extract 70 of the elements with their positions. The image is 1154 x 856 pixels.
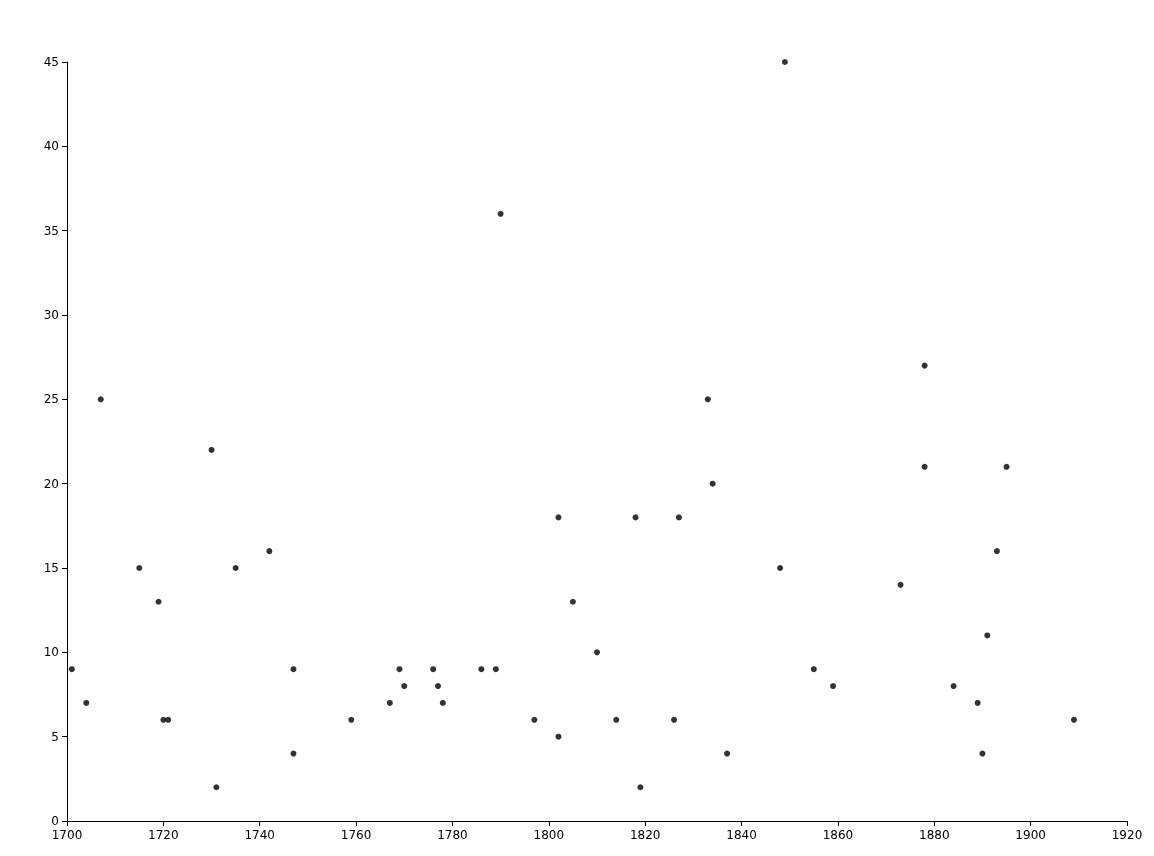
point	[208, 446, 215, 453]
point	[136, 565, 143, 571]
x-tick-label: 1720	[148, 828, 179, 842]
point	[613, 716, 620, 723]
x-tick-label: 1920	[1111, 828, 1143, 842]
point	[435, 683, 441, 690]
point	[213, 784, 220, 791]
point	[671, 716, 678, 723]
x-tick-label: 1860	[822, 828, 854, 842]
y-tick-label: 30	[43, 308, 59, 322]
point	[569, 598, 576, 605]
x-tick-label: 1700	[51, 828, 83, 842]
point	[979, 750, 986, 757]
point	[531, 716, 538, 723]
x-tick-label: 1800	[533, 828, 565, 842]
y-tick-label: 5	[51, 729, 59, 744]
point	[290, 750, 297, 757]
point	[830, 683, 837, 690]
point	[921, 362, 928, 369]
y-tick-label: 35	[43, 223, 59, 238]
x-tick-label: 1840	[726, 828, 757, 842]
point	[68, 666, 75, 673]
point	[921, 463, 928, 470]
point	[993, 548, 1000, 555]
x-tick-label: 1760	[340, 828, 372, 842]
point	[810, 666, 817, 673]
point	[396, 666, 403, 673]
point	[348, 716, 355, 723]
point	[83, 699, 90, 706]
y-tick-label: 20	[43, 476, 59, 491]
point	[632, 514, 639, 521]
point	[555, 733, 562, 740]
point	[709, 480, 716, 487]
y-tick-label: 25	[43, 392, 59, 407]
x-tick-label: 1880	[919, 828, 950, 842]
point	[974, 699, 981, 706]
point	[497, 210, 504, 217]
point	[637, 784, 644, 791]
point	[386, 699, 393, 706]
y-tick-label: 0	[51, 814, 59, 828]
point	[439, 699, 446, 706]
point	[675, 514, 682, 521]
point	[1071, 716, 1077, 723]
point	[266, 548, 273, 555]
x-tick-label: 1900	[1015, 828, 1046, 842]
point	[777, 565, 784, 571]
point	[950, 683, 957, 690]
point	[897, 581, 904, 588]
point	[401, 683, 408, 690]
point	[492, 666, 499, 673]
point	[165, 716, 172, 723]
y-tick-label: 40	[43, 139, 59, 154]
y-tick-label: 45	[43, 55, 59, 69]
point	[594, 649, 600, 656]
point	[290, 666, 297, 673]
x-tick-label: 1740	[244, 828, 275, 842]
y-tick-label: 15	[43, 561, 59, 575]
point	[781, 59, 788, 65]
point	[232, 565, 239, 571]
x-tick-label: 1820	[629, 828, 661, 842]
point	[430, 666, 437, 673]
point	[155, 598, 162, 605]
x-tick-label: 1780	[437, 828, 468, 842]
point	[478, 666, 485, 673]
y-tick-label: 10	[43, 645, 59, 660]
point	[724, 750, 731, 757]
point	[704, 396, 711, 403]
point	[555, 514, 562, 521]
point	[97, 396, 104, 403]
point	[1003, 463, 1010, 470]
